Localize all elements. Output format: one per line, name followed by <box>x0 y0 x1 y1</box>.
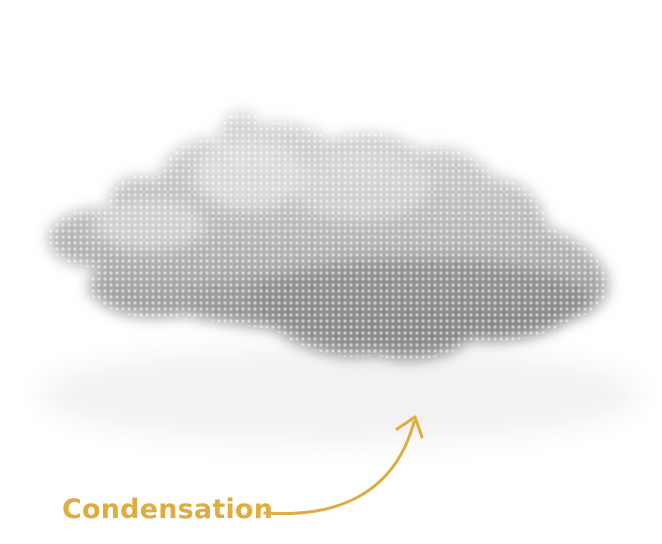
condensation-label: Condensation <box>62 494 274 525</box>
curved-arrow-icon <box>263 415 424 516</box>
